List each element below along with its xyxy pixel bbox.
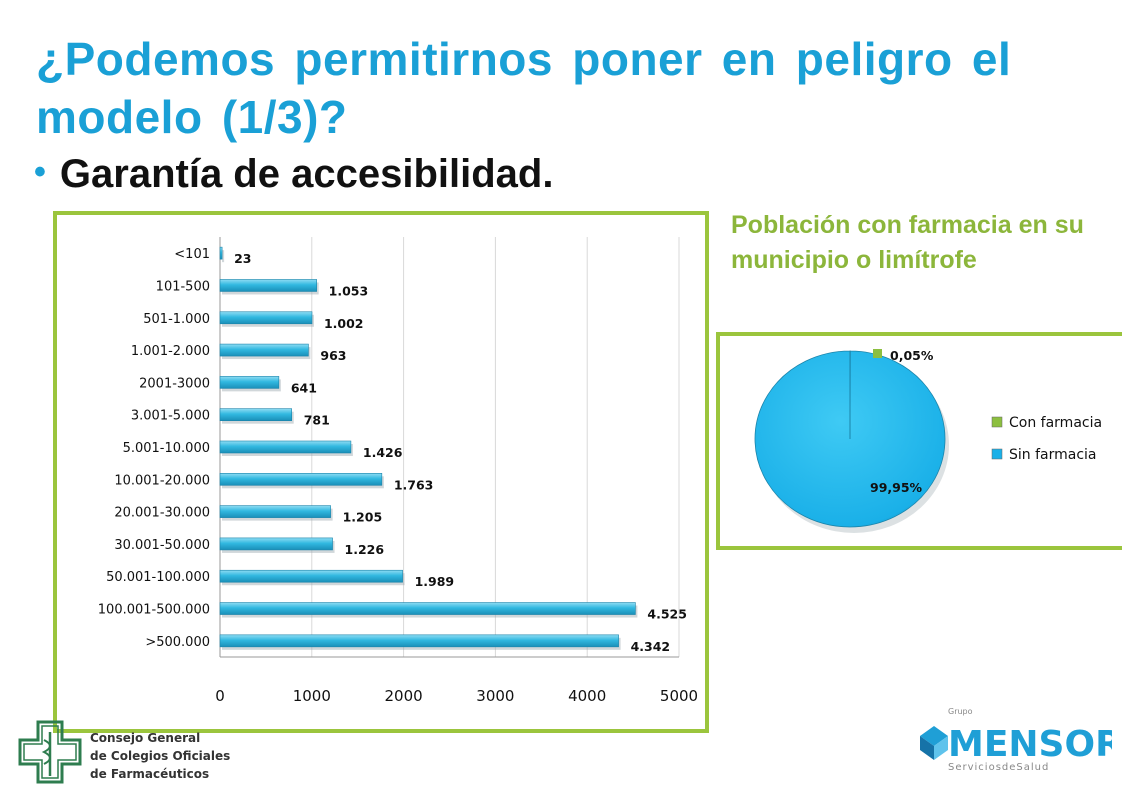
bar-value-label: 4.525 (647, 607, 687, 622)
mensor-name: MENSOR (948, 724, 1112, 765)
bar-value-label: 23 (234, 251, 251, 266)
bar-value-label: 1.763 (394, 477, 434, 492)
bar (219, 505, 331, 518)
mensor-tagline: ServiciosdeSalud (948, 762, 1049, 773)
bar-shadow (222, 250, 225, 263)
category-label: 5.001-10.000 (123, 441, 210, 456)
cgcof-logo: Consejo General de Colegios Oficiales de… (8, 716, 238, 788)
category-label: 100.001-500.000 (98, 603, 210, 618)
bar (219, 634, 619, 648)
bar (219, 408, 292, 421)
x-tick-label: 1000 (293, 687, 331, 705)
bar-chart-frame: 0 1000 2000 3000 4000 5000 <101 23 101-500 1.053 5… (53, 211, 709, 733)
bar-value-label: 1.205 (343, 510, 383, 525)
bar (219, 473, 383, 486)
mensor-logo-graphic: Grupo MENSOR ServiciosdeSalud (920, 707, 1122, 773)
x-tick-label: 5000 (660, 687, 698, 705)
category-label: 30.001-50.000 (114, 538, 210, 553)
pie-value-label: 99,95% (870, 480, 923, 495)
pie-label-marker (873, 349, 882, 358)
legend-swatch (991, 448, 1003, 460)
legend-swatch (991, 416, 1003, 428)
bar-value-label: 1.226 (345, 542, 385, 557)
category-label: 501-1.000 (143, 312, 210, 327)
mensor-group: Grupo (948, 707, 973, 716)
bar (219, 279, 317, 292)
x-tick-label: 0 (215, 687, 225, 705)
bar (219, 569, 403, 583)
bar-value-label: 963 (320, 348, 346, 363)
category-label: <101 (174, 247, 210, 262)
cgcof-line-1: Consejo General (90, 731, 200, 745)
bar (219, 343, 309, 357)
bar (219, 602, 636, 615)
legend-label: Sin farmacia (1009, 447, 1097, 463)
cgcof-line-3: de Farmacéuticos (90, 767, 209, 781)
bar-value-label: 641 (291, 380, 317, 395)
pie-caption: Población con farmacia en su municipio o… (731, 211, 1084, 274)
category-label: 1.001-2.000 (131, 344, 210, 359)
pie-value-label: 0,05% (890, 348, 934, 363)
pie-chart: 0,05% 99,95% Con farmacia Sin farmacia (754, 348, 1102, 533)
cgcof-line-2: de Colegios Oficiales (90, 749, 230, 763)
category-label: >500.000 (145, 635, 210, 650)
bar (219, 311, 313, 325)
bullet-item: • Garantía de accesibilidad. (34, 152, 553, 197)
category-label: 2001-3000 (139, 376, 210, 391)
bar-chart: 0 1000 2000 3000 4000 5000 <101 23 101-500 1.053 5… (98, 237, 698, 705)
bar (219, 246, 223, 260)
bar-value-label: 1.002 (324, 316, 364, 331)
slide-title: ¿Podemos permitirnos poner en peligro el… (36, 33, 1012, 143)
bullet-symbol: • (34, 153, 46, 191)
pie-chart-frame: 0,05% 99,95% Con farmacia Sin farmacia (716, 332, 1122, 550)
bar-value-label: 1.426 (363, 445, 403, 460)
bar-value-label: 1.053 (329, 283, 369, 298)
legend-label: Con farmacia (1009, 415, 1102, 431)
bar (219, 440, 352, 454)
category-label: 3.001-5.000 (131, 409, 210, 424)
x-tick-label: 3000 (476, 687, 514, 705)
cgcof-logo-graphic: Consejo General de Colegios Oficiales de… (18, 720, 230, 784)
bar (219, 537, 333, 551)
category-label: 10.001-20.000 (114, 473, 210, 488)
bar (219, 376, 280, 389)
bar-value-label: 781 (304, 413, 330, 428)
x-tick-label: 2000 (385, 687, 423, 705)
x-tick-label: 4000 (568, 687, 606, 705)
mensor-logo: Grupo MENSOR ServiciosdeSalud (912, 702, 1122, 782)
category-label: 101-500 (156, 279, 210, 294)
bullet-text: Garantía de accesibilidad. (59, 152, 554, 196)
bar-value-label: 1.989 (415, 574, 455, 589)
bar-value-label: 4.342 (631, 639, 671, 654)
category-label: 50.001-100.000 (106, 570, 210, 585)
category-label: 20.001-30.000 (114, 506, 210, 521)
